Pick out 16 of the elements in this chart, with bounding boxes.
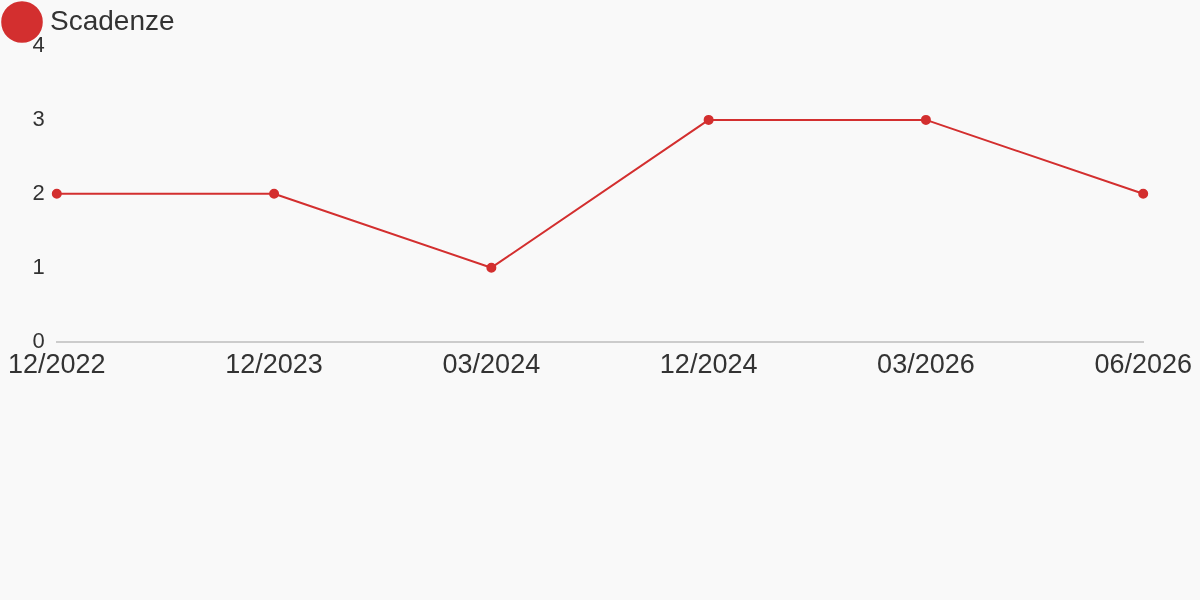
point — [486, 262, 497, 273]
point — [1138, 188, 1149, 199]
x-tick-label: 06/2026 — [1094, 349, 1193, 380]
point — [269, 188, 280, 199]
point — [703, 114, 714, 125]
y-tick-label: 4 — [32, 32, 45, 58]
x-tick-label: 12/2023 — [225, 349, 323, 380]
point — [920, 114, 931, 125]
point — [51, 188, 62, 199]
y-tick-label: 2 — [32, 179, 45, 205]
x-tick-label: 12/2024 — [659, 349, 758, 380]
y-tick-label: 3 — [32, 105, 45, 131]
x-tick-label: 03/2026 — [877, 349, 975, 380]
x-tick-label: 03/2024 — [442, 349, 541, 380]
legend-label: Scadenze — [50, 4, 175, 36]
y-tick-label: 1 — [32, 253, 45, 279]
